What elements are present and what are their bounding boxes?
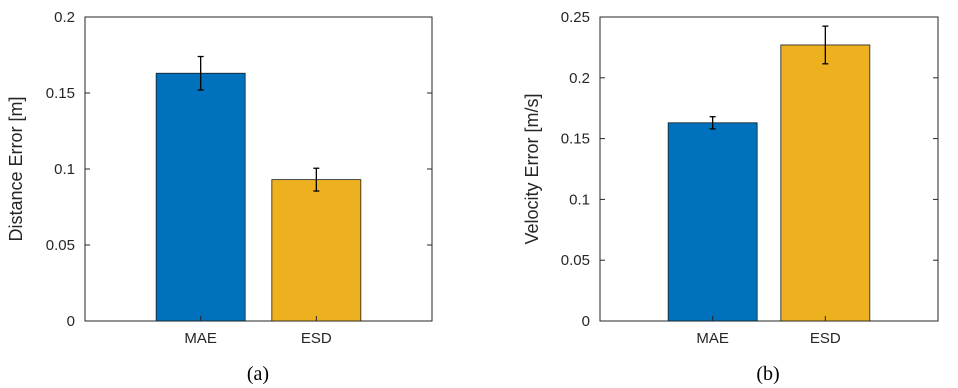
chart-panel-2: 0 0.05 0.1 0.15 0.2 0.25 MAE ESD Velocity Error …: [522, 9, 939, 385]
bar-mae: [155, 72, 246, 322]
y-tick-label: 0: [582, 313, 590, 330]
bar-esd: [780, 44, 871, 322]
x-tick-label: MAE: [696, 330, 729, 347]
chart-panel-1: 0 0.05 0.1 0.15 0.2 MAE ESD Distance Error [m] (…: [6, 9, 433, 385]
y-tick-label: 0.05: [46, 237, 75, 254]
axes-box: [84, 16, 433, 322]
y-tick-label: 0.25: [561, 9, 590, 26]
y-tick-label: 0.15: [561, 131, 590, 148]
y-tick-label: 0.2: [54, 9, 75, 26]
y-axis-label: Velocity Error [m/s]: [522, 93, 542, 244]
y-tick-label: 0.15: [46, 85, 75, 102]
y-tick-label: 0.1: [54, 161, 75, 178]
panel-caption: (b): [756, 363, 779, 385]
y-tick-label: 0.1: [569, 191, 590, 208]
bar-esd: [271, 179, 362, 322]
bar-mae: [667, 122, 758, 322]
x-tick-label: MAE: [184, 330, 217, 347]
x-tick-label: ESD: [810, 330, 841, 347]
y-tick-label: 0.05: [561, 252, 590, 269]
x-tick-label: ESD: [301, 330, 332, 347]
y-tick-label: 0: [67, 313, 75, 330]
y-axis-label: Distance Error [m]: [6, 96, 26, 241]
y-tick-label: 0.2: [569, 70, 590, 87]
panel-caption: (a): [247, 363, 269, 385]
axes-box: [599, 16, 939, 322]
